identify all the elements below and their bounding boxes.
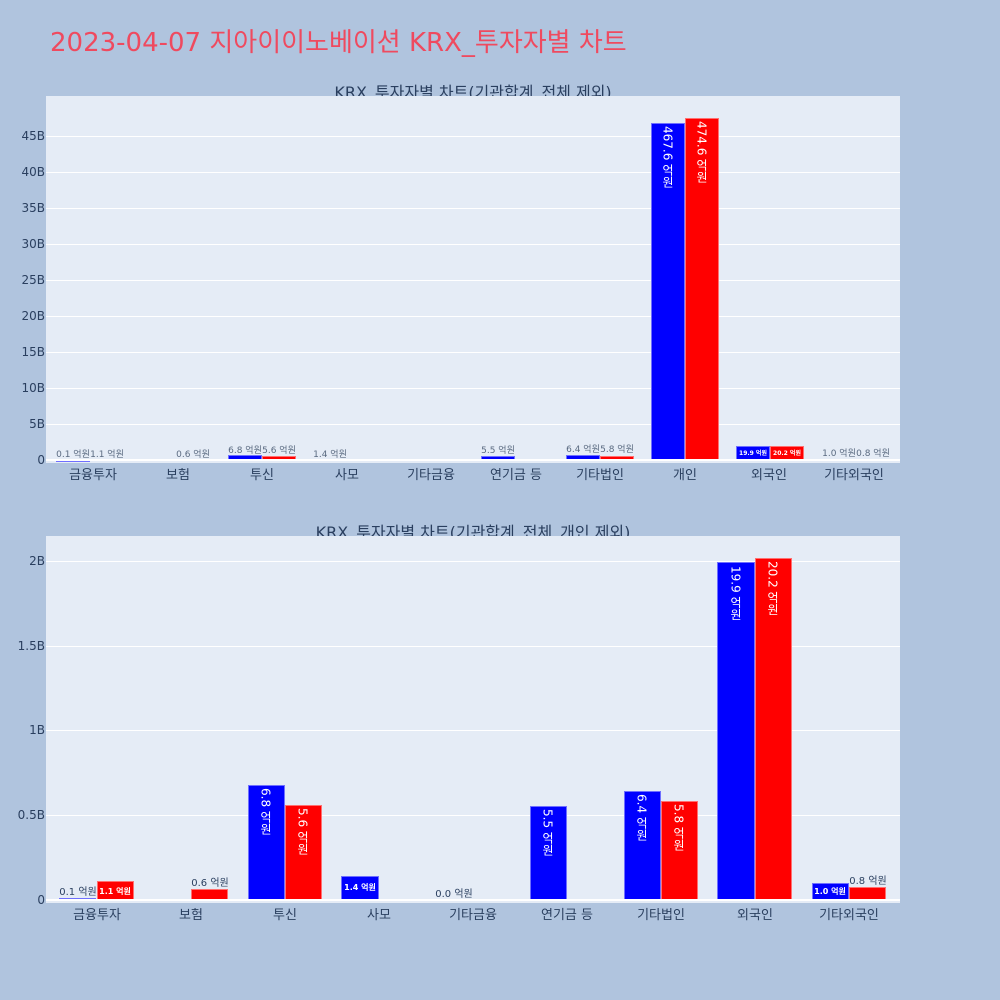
bar-label: 6.8 억원	[228, 446, 262, 456]
x-tick: 연기금 등	[490, 468, 542, 483]
y-tick: 0	[37, 893, 45, 907]
x-tick: 기타금융	[407, 468, 455, 483]
x-tick: 외국인	[737, 908, 773, 923]
bar-label: 5.8 억원	[671, 804, 686, 851]
x-tick: 보험	[166, 468, 190, 483]
y-tick: 5B	[29, 417, 45, 431]
x-tick: 투신	[250, 468, 274, 483]
bar-label: 1.0 억원	[822, 449, 856, 459]
bar-label: 6.4 억원	[566, 445, 600, 455]
x-tick: 기타법인	[576, 468, 624, 483]
x-tick: 개인	[673, 468, 697, 483]
bar-buy[interactable]	[685, 118, 719, 460]
bar-label: 0.6 억원	[176, 450, 210, 460]
bar-label: 1.1 억원	[90, 450, 124, 460]
bar-sell[interactable]	[717, 562, 755, 900]
bar-buy[interactable]	[661, 801, 698, 900]
plot-area: 0.1 억원 1.1 억원 0.6 억원 6.8 억원 5.6 억원 1.4 억…	[46, 536, 900, 903]
bar-buy[interactable]	[755, 558, 792, 900]
bar-label: 5.6 억원	[295, 808, 310, 855]
bar-sell[interactable]	[530, 806, 567, 900]
bar-sell[interactable]	[624, 791, 661, 900]
y-tick: 25B	[21, 273, 45, 287]
y-tick: 1.5B	[17, 639, 45, 653]
bar-sell[interactable]	[248, 785, 285, 900]
y-tick: 20B	[21, 309, 45, 323]
y-tick: 10B	[21, 381, 45, 395]
page-title: 2023-04-07 지아이이노베이션 KRX_투자자별 차트	[50, 28, 627, 58]
y-tick: 40B	[21, 165, 45, 179]
bar-buy[interactable]	[285, 805, 322, 900]
bar-label: 0.1 억원	[59, 887, 97, 898]
x-tick: 금융투자	[73, 908, 121, 923]
x-tick: 사모	[335, 468, 359, 483]
bar-label: 467.6 억원	[660, 126, 675, 189]
x-tick: 연기금 등	[541, 908, 593, 923]
chart-all-investors: KRX_투자자별 차트(기관합계_전체 제외) 0.1 억원 1.1 억원 0.…	[21, 83, 900, 483]
bar-label: 5.5 억원	[481, 446, 515, 456]
x-tick: 투신	[273, 908, 297, 923]
bar-label: 6.4 억원	[634, 794, 649, 841]
x-tick: 사모	[367, 908, 391, 923]
x-tick: 기타법인	[637, 908, 685, 923]
bar-label: 1.0 억원	[814, 887, 846, 896]
bar-label: 5.5 억원	[540, 809, 555, 856]
y-tick: 0.5B	[17, 808, 45, 822]
bar-label: 5.8 억원	[600, 445, 634, 455]
plot-area: 0.1 억원 1.1 억원 0.6 억원 6.8 억원 5.6 억원 1.4 억…	[46, 96, 900, 463]
bar-label: 0.1 억원	[56, 450, 90, 460]
y-tick: 15B	[21, 345, 45, 359]
bar-label: 20.2 억원	[773, 450, 801, 457]
y-tick: 35B	[21, 201, 45, 215]
bar-label: 1.4 억원	[313, 450, 347, 460]
bar-label: 19.9 억원	[739, 450, 767, 457]
bar-label: 1.1 억원	[99, 887, 131, 896]
bar-label: 0.8 억원	[856, 449, 890, 459]
bar-label: 1.4 억원	[344, 883, 376, 892]
bar-label: 474.6 억원	[694, 121, 709, 184]
x-tick: 기타금융	[449, 908, 497, 923]
y-tick: 0	[37, 453, 45, 467]
x-tick: 기타외국인	[824, 468, 884, 483]
y-tick: 45B	[21, 129, 45, 143]
x-tick: 보험	[179, 908, 203, 923]
bar-label: 6.8 억원	[258, 788, 273, 835]
bar-label: 5.6 억원	[262, 446, 296, 456]
bar-label: 0.0 억원	[435, 889, 473, 900]
y-tick: 1B	[29, 723, 45, 737]
bar-label: 0.6 억원	[191, 878, 229, 889]
y-tick: 2B	[29, 554, 45, 568]
x-tick: 금융투자	[69, 468, 117, 483]
y-tick: 30B	[21, 237, 45, 251]
bar-sell[interactable]	[651, 123, 685, 460]
bar-label: 20.2 억원	[765, 561, 780, 616]
bar-label: 0.8 억원	[849, 876, 887, 887]
x-tick: 외국인	[751, 468, 787, 483]
bar-label: 19.9 억원	[728, 566, 743, 621]
x-tick: 기타외국인	[819, 908, 879, 923]
